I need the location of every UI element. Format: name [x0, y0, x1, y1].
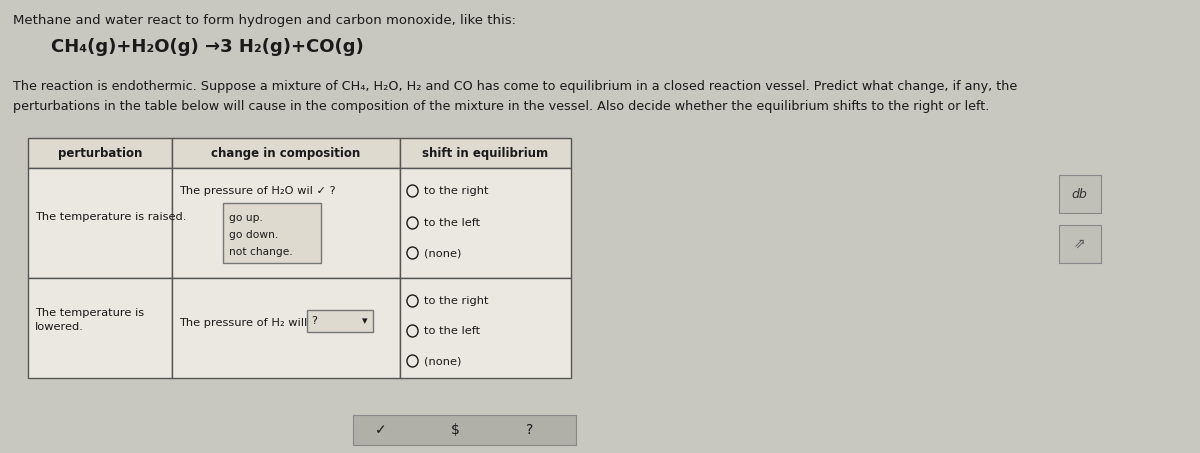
Bar	[306, 310, 373, 332]
Text: ▾: ▾	[362, 316, 368, 326]
Bar	[400, 168, 571, 278]
Bar	[400, 138, 571, 168]
Text: The pressure of H₂O wil ✓ ?: The pressure of H₂O wil ✓ ?	[179, 186, 336, 196]
Text: ⇗: ⇗	[1074, 237, 1086, 251]
Text: The pressure of H₂ will: The pressure of H₂ will	[179, 318, 307, 328]
Bar	[28, 138, 172, 168]
Text: ?: ?	[311, 316, 317, 326]
Text: (none): (none)	[424, 356, 461, 366]
Text: to the right: to the right	[424, 296, 488, 306]
Text: ?: ?	[526, 423, 533, 437]
Text: lowered.: lowered.	[35, 322, 84, 332]
Bar	[1060, 175, 1100, 213]
Text: The reaction is endothermic. Suppose a mixture of CH₄, H₂O, H₂ and CO has come t: The reaction is endothermic. Suppose a m…	[13, 80, 1018, 93]
Text: change in composition: change in composition	[211, 146, 360, 159]
Text: to the right: to the right	[424, 186, 488, 196]
Text: (none): (none)	[424, 248, 461, 258]
Bar	[223, 203, 320, 263]
Bar	[1060, 225, 1100, 263]
Bar	[172, 278, 400, 378]
Bar	[172, 138, 400, 168]
Bar	[353, 415, 576, 445]
Text: perturbation: perturbation	[58, 146, 142, 159]
Text: to the left: to the left	[424, 218, 480, 228]
Text: shift in equilibrium: shift in equilibrium	[422, 146, 548, 159]
Text: not change.: not change.	[228, 247, 293, 257]
Bar	[28, 168, 172, 278]
Text: The temperature is raised.: The temperature is raised.	[35, 212, 187, 222]
Text: Methane and water react to form hydrogen and carbon monoxide, like this:: Methane and water react to form hydrogen…	[13, 14, 516, 27]
Text: db: db	[1072, 188, 1087, 201]
Text: CH₄(g)+H₂O(g) →3 H₂(g)+CO(g): CH₄(g)+H₂O(g) →3 H₂(g)+CO(g)	[52, 38, 364, 56]
Bar	[400, 278, 571, 378]
Bar	[172, 168, 400, 278]
Text: $: $	[451, 423, 460, 437]
Bar	[28, 278, 172, 378]
Text: perturbations in the table below will cause in the composition of the mixture in: perturbations in the table below will ca…	[13, 100, 989, 113]
Text: The temperature is: The temperature is	[35, 308, 144, 318]
Text: ✓: ✓	[376, 423, 386, 437]
Text: go up.: go up.	[228, 213, 263, 223]
Text: go down.: go down.	[228, 230, 278, 240]
Text: to the left: to the left	[424, 326, 480, 336]
